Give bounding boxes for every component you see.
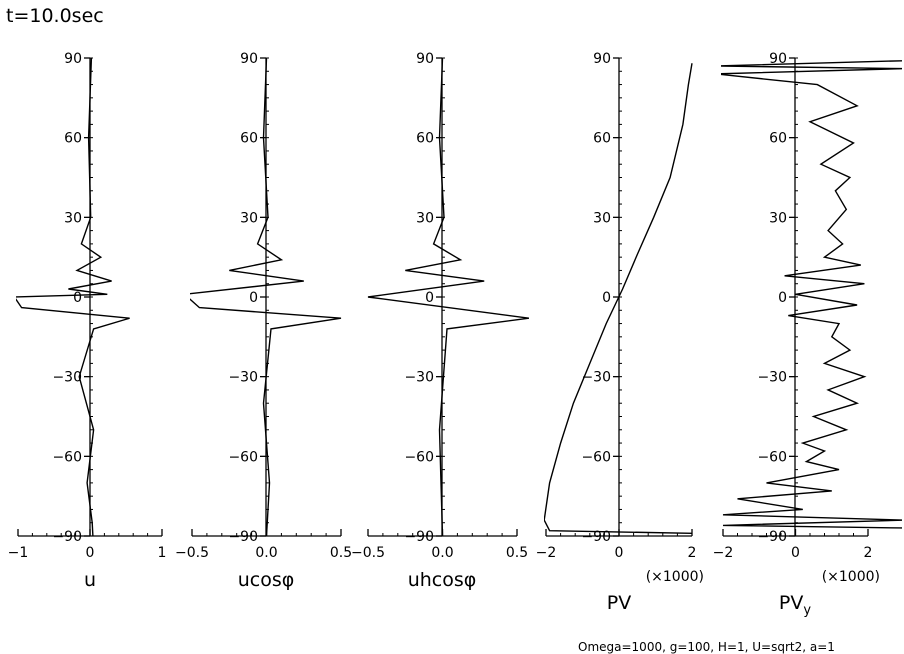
y-tick-label: 30 xyxy=(769,210,787,226)
y-tick-label: 30 xyxy=(416,210,434,226)
y-tick-label: 90 xyxy=(64,51,82,67)
x-tick-label: 0 xyxy=(615,545,624,561)
x-tick-label: 0 xyxy=(791,545,800,561)
y-tick-label: −30 xyxy=(404,370,434,386)
panel-5: 90 60 30 0 −30 −60 −90 −2 0 2 (×1000) PVy xyxy=(713,51,902,618)
x-axis-label-subscript: y xyxy=(803,603,811,618)
panel-2: 90 60 30 0 −30 −60 −90 −0.5 0.0 0.5 ucosφ xyxy=(175,51,352,591)
y-tick-label: 90 xyxy=(240,51,258,67)
y-tick-label: 60 xyxy=(416,131,434,147)
x-tick-label: 2 xyxy=(864,545,873,561)
y-tick-label: 0 xyxy=(425,290,434,306)
y-tick-label: 90 xyxy=(416,51,434,67)
x-tick-label: 2 xyxy=(688,545,697,561)
y-tick-label: 30 xyxy=(593,210,611,226)
figure-title: t=10.0sec xyxy=(6,5,104,27)
y-tick-label: −30 xyxy=(52,370,82,386)
x-axis-label: uhcosφ xyxy=(408,569,477,591)
y-tick-label: 0 xyxy=(602,290,611,306)
series-line-uhcosφ xyxy=(367,57,529,537)
panel-4: 90 60 30 0 −30 −60 −90 −2 0 2 (×1000) PV xyxy=(536,51,704,614)
figure-footnote: Omega=1000, g=100, H=1, U=sqrt2, a=1 xyxy=(578,640,835,654)
x-tick-label: −0.5 xyxy=(351,545,385,561)
x-tick-label: −1 xyxy=(8,545,29,561)
y-tick-label: 0 xyxy=(73,290,82,306)
x-axis-label: PVy xyxy=(779,592,811,618)
y-tick-label: −30 xyxy=(228,370,258,386)
x-axis-label: PV xyxy=(607,592,631,614)
series-line-u xyxy=(16,57,130,537)
y-tick-label: 90 xyxy=(769,51,787,67)
y-tick-label: −30 xyxy=(581,370,611,386)
series-line-PVy xyxy=(721,60,902,529)
y-tick-label: 30 xyxy=(240,210,258,226)
x-tick-label: 0.0 xyxy=(255,545,277,561)
x-tick-label: 0.5 xyxy=(330,545,352,561)
y-tick-label: 0 xyxy=(778,290,787,306)
panel-3: 90 60 30 0 −30 −60 −90 −0.5 0.0 0.5 uhcosφ xyxy=(351,51,529,591)
x-multiplier-label: (×1000) xyxy=(646,569,704,585)
x-tick-label: 0 xyxy=(86,545,95,561)
y-tick-label: 60 xyxy=(769,131,787,147)
series-line-ucosφ xyxy=(190,57,342,537)
y-tick-label: 60 xyxy=(64,131,82,147)
x-tick-label: 1 xyxy=(158,545,167,561)
y-tick-label: −60 xyxy=(757,449,787,465)
y-tick-label: 60 xyxy=(240,131,258,147)
panels-group: 90 60 30 0 −30 −60 −90 −1 0 1 u 90 60 30 0 −30 −60 −90 −0.… xyxy=(8,51,902,618)
y-tick-label: −30 xyxy=(757,370,787,386)
y-tick-label: −60 xyxy=(404,449,434,465)
y-tick-label: 60 xyxy=(593,131,611,147)
series-line-PV xyxy=(544,63,693,534)
y-tick-label: −90 xyxy=(404,529,434,545)
y-tick-label: −60 xyxy=(581,449,611,465)
y-tick-label: 90 xyxy=(593,51,611,67)
y-tick-label: −90 xyxy=(757,529,787,545)
y-tick-label: 0 xyxy=(249,290,258,306)
x-tick-label: −2 xyxy=(536,545,557,561)
panel-1: 90 60 30 0 −30 −60 −90 −1 0 1 u xyxy=(8,51,167,591)
y-tick-label: −90 xyxy=(228,529,258,545)
y-tick-label: −60 xyxy=(52,449,82,465)
y-tick-label: 30 xyxy=(64,210,82,226)
x-multiplier-label: (×1000) xyxy=(822,569,880,585)
y-tick-label: −60 xyxy=(228,449,258,465)
y-tick-label: −90 xyxy=(52,529,82,545)
x-tick-label: −2 xyxy=(713,545,734,561)
x-axis-label: ucosφ xyxy=(238,569,295,591)
x-tick-label: 0.5 xyxy=(506,545,528,561)
x-axis-label: u xyxy=(84,569,96,591)
x-tick-label: 0.0 xyxy=(431,545,453,561)
y-tick-label: −90 xyxy=(581,529,611,545)
x-tick-label: −0.5 xyxy=(175,545,209,561)
